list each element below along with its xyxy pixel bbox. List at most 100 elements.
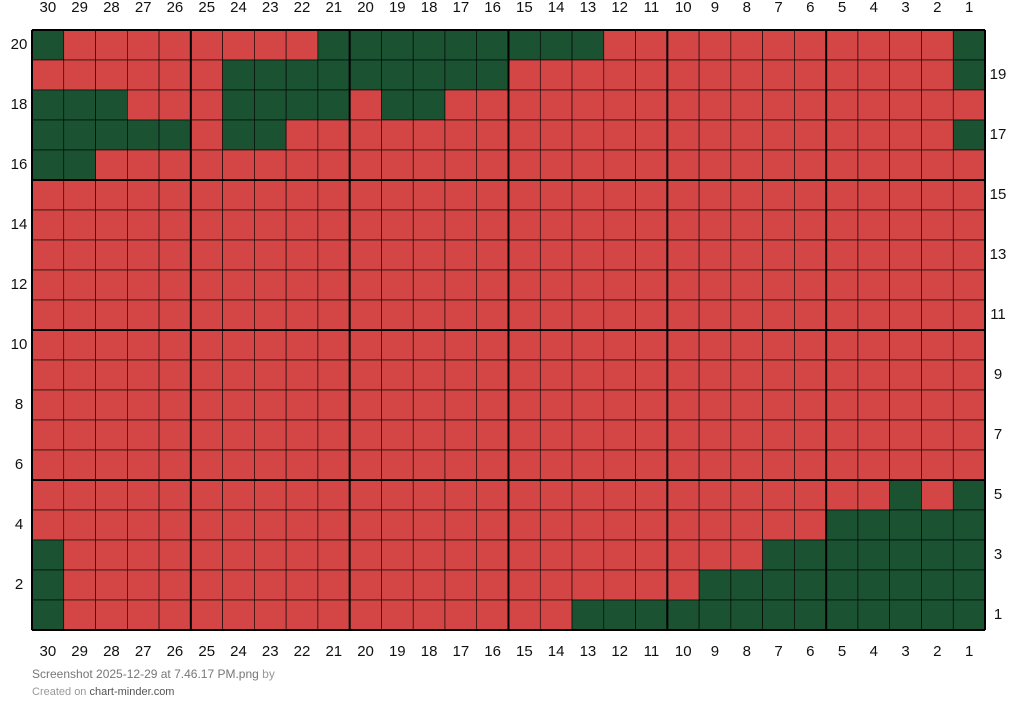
cell — [127, 479, 160, 511]
cell — [889, 299, 922, 331]
cell — [667, 449, 700, 481]
cell — [254, 389, 287, 421]
cell — [412, 239, 446, 271]
cell — [317, 179, 350, 211]
cell — [158, 119, 192, 151]
cell — [317, 239, 350, 271]
cell — [31, 509, 65, 541]
cell — [127, 89, 160, 121]
cell — [603, 299, 636, 331]
cell — [952, 209, 986, 241]
cell — [285, 539, 319, 571]
cell — [158, 479, 192, 511]
cell — [698, 209, 732, 241]
column-label-bottom: 7 — [774, 643, 782, 660]
cell — [539, 29, 573, 61]
cell — [190, 329, 223, 361]
cell — [222, 179, 255, 211]
cell — [952, 449, 986, 481]
cell — [412, 479, 446, 511]
cell — [63, 419, 96, 451]
column-label-bottom: 12 — [611, 643, 628, 660]
cell — [95, 89, 128, 121]
cell — [539, 269, 573, 301]
cell — [603, 209, 636, 241]
cell — [571, 389, 605, 421]
cell — [127, 359, 160, 391]
column-label-bottom: 13 — [580, 643, 597, 660]
cell — [762, 299, 795, 331]
site-link[interactable]: chart-minder.com — [89, 686, 175, 698]
cell — [539, 149, 573, 181]
column-label-top: 17 — [453, 0, 470, 16]
column-label-top: 6 — [806, 0, 814, 16]
cell — [857, 359, 891, 391]
cell — [539, 329, 573, 361]
cell — [127, 149, 160, 181]
cell — [412, 209, 446, 241]
cell — [762, 59, 795, 91]
column-label-bottom: 10 — [675, 643, 692, 660]
column-label-top: 8 — [743, 0, 751, 16]
cell — [794, 209, 827, 241]
cell — [158, 359, 192, 391]
cell — [476, 29, 509, 61]
cell — [412, 89, 446, 121]
cell — [349, 539, 382, 571]
cell — [222, 449, 255, 481]
cell — [762, 149, 795, 181]
cell — [698, 149, 732, 181]
column-label-bottom: 6 — [806, 643, 814, 660]
column-label-top: 18 — [421, 0, 438, 16]
cell — [825, 119, 859, 151]
cell — [762, 119, 795, 151]
cell — [349, 329, 382, 361]
cell — [190, 239, 223, 271]
row-label-left: 18 — [11, 96, 28, 113]
cell — [794, 389, 827, 421]
cell — [730, 359, 763, 391]
cell — [63, 359, 96, 391]
cell — [889, 239, 922, 271]
cell — [571, 29, 605, 61]
cell — [349, 419, 382, 451]
cell — [698, 419, 732, 451]
cell — [476, 119, 509, 151]
cell — [952, 269, 986, 301]
cell — [603, 239, 636, 271]
cell — [825, 419, 859, 451]
cell — [603, 119, 636, 151]
cell — [603, 359, 636, 391]
cell — [31, 599, 65, 631]
cell — [571, 329, 605, 361]
cell — [921, 209, 954, 241]
column-label-top: 7 — [774, 0, 782, 16]
cell — [317, 359, 350, 391]
row-label-left: 2 — [15, 576, 23, 593]
cell — [412, 389, 446, 421]
column-label-bottom: 23 — [262, 643, 279, 660]
cell — [667, 269, 700, 301]
cell — [254, 119, 287, 151]
cell — [667, 479, 700, 511]
cell — [285, 599, 319, 631]
cell — [952, 329, 986, 361]
cell — [889, 179, 922, 211]
cell — [889, 119, 922, 151]
cell — [635, 569, 668, 601]
cell — [317, 479, 350, 511]
cell — [412, 59, 446, 91]
cell — [825, 269, 859, 301]
column-label-top: 14 — [548, 0, 565, 16]
cell — [921, 449, 954, 481]
cell — [825, 299, 859, 331]
cell — [317, 29, 350, 61]
cell — [444, 419, 478, 451]
cell — [158, 269, 192, 301]
cell — [444, 149, 478, 181]
column-label-top: 19 — [389, 0, 406, 16]
row-label-right: 11 — [990, 306, 1006, 323]
cell — [412, 419, 446, 451]
cell — [95, 359, 128, 391]
cell — [254, 539, 287, 571]
